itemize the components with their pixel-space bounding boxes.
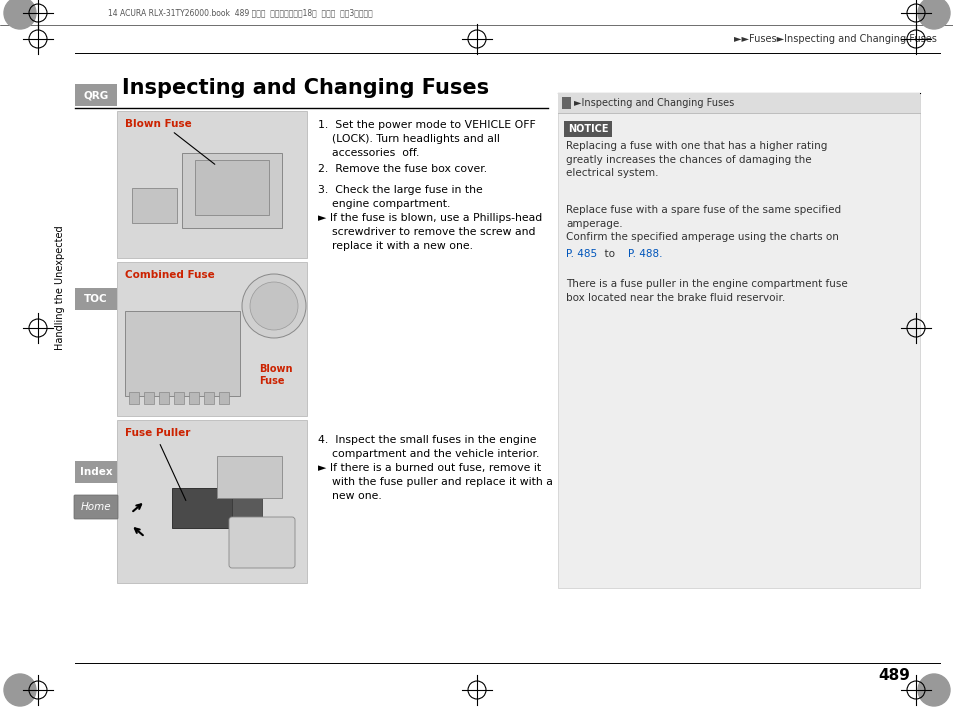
- Text: NOTICE: NOTICE: [567, 124, 608, 134]
- Circle shape: [250, 282, 297, 330]
- Bar: [204, 392, 213, 404]
- Bar: [75, 84, 117, 106]
- Text: 4.  Inspect the small fuses in the engine
    compartment and the vehicle interi: 4. Inspect the small fuses in the engine…: [317, 435, 553, 501]
- Text: Inspecting and Changing Fuses: Inspecting and Changing Fuses: [122, 78, 489, 98]
- Bar: [144, 392, 153, 404]
- Text: Combined Fuse: Combined Fuse: [125, 270, 214, 280]
- Bar: [159, 392, 169, 404]
- Text: P. 485: P. 485: [565, 249, 597, 259]
- Text: Index: Index: [80, 467, 112, 477]
- Bar: [0, 0, 953, 25]
- Text: 489: 489: [877, 668, 909, 684]
- Text: P. 488.: P. 488.: [627, 249, 661, 259]
- Bar: [117, 111, 307, 258]
- Text: Handling the Unexpected: Handling the Unexpected: [55, 225, 65, 350]
- Circle shape: [4, 674, 36, 706]
- Bar: [173, 392, 184, 404]
- Bar: [0, 25, 953, 53]
- Text: QRG: QRG: [83, 90, 109, 100]
- Bar: [75, 288, 117, 310]
- Bar: [232, 498, 262, 518]
- Circle shape: [917, 674, 949, 706]
- Text: Replacing a fuse with one that has a higher rating
greatly increases the chances: Replacing a fuse with one that has a hig…: [565, 141, 826, 178]
- Bar: [182, 153, 282, 228]
- Bar: [125, 311, 240, 396]
- Bar: [561, 97, 571, 109]
- Text: 1.  Set the power mode to VEHICLE OFF
    (LOCK). Turn headlights and all
    ac: 1. Set the power mode to VEHICLE OFF (LO…: [317, 120, 536, 158]
- Bar: [172, 488, 256, 528]
- Text: Replace fuse with a spare fuse of the same specified
amperage.
Confirm the speci: Replace fuse with a spare fuse of the sa…: [565, 205, 841, 242]
- Bar: [216, 456, 282, 498]
- Bar: [129, 392, 139, 404]
- Bar: [558, 93, 919, 588]
- Circle shape: [917, 0, 949, 29]
- Text: Blown Fuse: Blown Fuse: [125, 119, 192, 129]
- Text: TOC: TOC: [84, 294, 108, 304]
- Text: Fuse Puller: Fuse Puller: [125, 428, 191, 438]
- Text: 2.  Remove the fuse box cover.: 2. Remove the fuse box cover.: [317, 164, 487, 174]
- Text: ►Inspecting and Changing Fuses: ►Inspecting and Changing Fuses: [574, 98, 734, 108]
- Text: 14 ACURA RLX-31TY26000.book  489 ページ  ２０１３年３月18日  月曜日  午後3時１８分: 14 ACURA RLX-31TY26000.book 489 ページ ２０１３…: [108, 9, 373, 17]
- FancyBboxPatch shape: [229, 517, 294, 568]
- Bar: [117, 420, 307, 583]
- Bar: [219, 392, 229, 404]
- Text: Blown
Fuse: Blown Fuse: [258, 364, 293, 386]
- Bar: [558, 93, 919, 113]
- Bar: [194, 160, 269, 215]
- Text: ►►Fuses►Inspecting and Changing Fuses: ►►Fuses►Inspecting and Changing Fuses: [734, 34, 936, 44]
- Text: 3.  Check the large fuse in the
    engine compartment.
► If the fuse is blown, : 3. Check the large fuse in the engine co…: [317, 185, 541, 251]
- Text: Home: Home: [81, 502, 112, 512]
- Bar: [563, 121, 612, 137]
- Circle shape: [242, 274, 306, 338]
- Bar: [75, 461, 117, 483]
- Bar: [189, 392, 199, 404]
- FancyBboxPatch shape: [74, 495, 118, 519]
- Circle shape: [4, 0, 36, 29]
- Bar: [117, 262, 307, 416]
- Bar: [132, 188, 177, 223]
- Text: to: to: [598, 249, 620, 259]
- Text: There is a fuse puller in the engine compartment fuse
box located near the brake: There is a fuse puller in the engine com…: [565, 279, 847, 302]
